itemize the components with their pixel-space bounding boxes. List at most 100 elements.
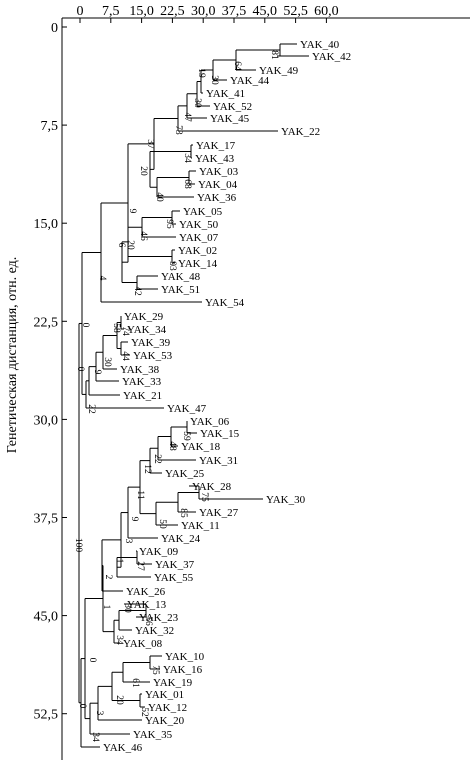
support-label: 12 (142, 464, 152, 474)
y-tick-label: 30,0 (34, 413, 59, 428)
support-label: 85 (178, 508, 188, 518)
support-label: 2 (103, 575, 113, 580)
y-tick-label: 22,5 (34, 315, 59, 330)
support-label: 44 (120, 351, 130, 361)
leaf-label: YAK_21 (123, 390, 162, 402)
x-tick-label: 37,5 (222, 4, 247, 19)
support-label: 81 (269, 50, 279, 60)
support-label: 34 (182, 153, 192, 163)
leaf-label: YAK_45 (210, 113, 250, 125)
x-tick-label: 7,5 (102, 4, 120, 19)
support-label: 19 (196, 68, 206, 78)
support-label: 22 (86, 404, 96, 414)
x-tick-label: 45,0 (253, 4, 278, 19)
leaf-label: YAK_34 (127, 324, 167, 336)
support-labels: 8164301930477334684020379546932042694744… (73, 50, 279, 742)
support-label: 1 (114, 559, 124, 564)
leaf-label: YAK_09 (139, 546, 179, 558)
leaf-label: YAK_24 (161, 533, 201, 545)
leaf-label: YAK_15 (200, 428, 240, 440)
leaf-label: YAK_14 (178, 258, 218, 270)
support-label: 50 (157, 519, 167, 529)
leaf-label: YAK_29 (124, 311, 164, 323)
leaf-label: YAK_19 (153, 677, 193, 689)
leaf-label: YAK_48 (161, 271, 201, 283)
support-label: 42 (132, 286, 142, 296)
leaf-label: YAK_39 (131, 337, 171, 349)
leaf-label: YAK_46 (103, 742, 143, 754)
leaf-label: YAK_37 (155, 559, 195, 571)
leaf-label: YAK_42 (312, 51, 351, 63)
leaf-label: YAK_12 (148, 702, 187, 714)
leaf-label: YAK_25 (165, 468, 205, 480)
y-tick-label: 7,5 (41, 119, 59, 134)
leaf-label: YAK_43 (195, 153, 235, 165)
support-label: 58 (111, 323, 121, 333)
support-label: 93 (167, 261, 177, 271)
leaf-label: YAK_16 (163, 664, 203, 676)
leaf-label: YAK_55 (154, 572, 194, 584)
support-label: 74 (120, 326, 130, 336)
x-tick-label: 0 (77, 4, 84, 19)
support-label: 9 (92, 370, 102, 375)
leaf-label: YAK_23 (139, 612, 179, 624)
support-label: 20 (138, 166, 148, 176)
support-label: 4 (97, 276, 107, 281)
support-label: 100 (73, 538, 83, 553)
support-label: 52 (139, 707, 149, 717)
leaf-label: YAK_54 (205, 297, 245, 309)
y-tick-label: 15,0 (34, 217, 59, 232)
support-label: 20 (114, 695, 124, 705)
y-tick-label: 45,0 (34, 610, 59, 625)
support-label: 30 (122, 603, 132, 613)
leaf-label: YAK_11 (181, 520, 220, 532)
leaf-label: YAK_08 (123, 638, 163, 650)
leaf-label: YAK_10 (165, 651, 205, 663)
leaf-label: YAK_41 (206, 88, 245, 100)
leaf-label: YAK_40 (300, 39, 340, 51)
support-label: 37 (145, 139, 155, 149)
support-label: 56 (143, 616, 153, 626)
leaf-label: YAK_26 (126, 586, 166, 598)
x-tick-label: 30,0 (191, 4, 216, 19)
support-label: 6 (116, 243, 126, 248)
support-label: 34 (90, 732, 100, 742)
leaf-label: YAK_04 (198, 179, 238, 191)
support-label: 46 (138, 231, 148, 241)
leaf-label: YAK_44 (230, 75, 270, 87)
x-tick-label: 60,0 (314, 4, 339, 19)
support-label: 0 (77, 704, 87, 709)
support-label: 73 (173, 125, 183, 135)
support-label: 68 (182, 179, 192, 189)
support-label: 3 (94, 711, 104, 716)
leaf-label: YAK_06 (190, 416, 230, 428)
support-label: 9 (129, 517, 139, 522)
support-label: 0 (87, 658, 97, 663)
support-label: 40 (154, 192, 164, 202)
support-label: 30 (192, 98, 202, 108)
support-label: 34 (114, 635, 124, 645)
x-tick-label: 52,5 (283, 4, 308, 19)
leaf-label: YAK_28 (192, 481, 232, 493)
support-label: 1 (101, 605, 111, 610)
support-label: 47 (182, 112, 192, 122)
support-label: 61 (130, 678, 140, 688)
leaf-label: YAK_17 (196, 140, 236, 152)
leaf-label: YAK_07 (179, 232, 219, 244)
support-label: 64 (232, 61, 242, 71)
leaf-label: YAK_27 (199, 507, 239, 519)
leaf-label: YAK_02 (178, 245, 217, 257)
support-label: 30 (209, 75, 219, 85)
support-label: 9 (127, 209, 137, 214)
x-tick-label: 22,5 (160, 4, 185, 19)
leaf-labels: YAK_40YAK_42YAK_49YAK_44YAK_41YAK_52YAK_… (103, 39, 351, 754)
support-label: 22 (152, 454, 162, 464)
leaf-label: YAK_36 (197, 192, 237, 204)
axis-title: Генетическая дистанция, отн. ед. (5, 257, 20, 453)
support-label: 48 (167, 441, 177, 451)
leaf-label: YAK_38 (120, 364, 160, 376)
leaf-label: YAK_18 (181, 441, 221, 453)
support-label: 30 (102, 357, 112, 367)
leaf-label: YAK_52 (213, 101, 252, 113)
